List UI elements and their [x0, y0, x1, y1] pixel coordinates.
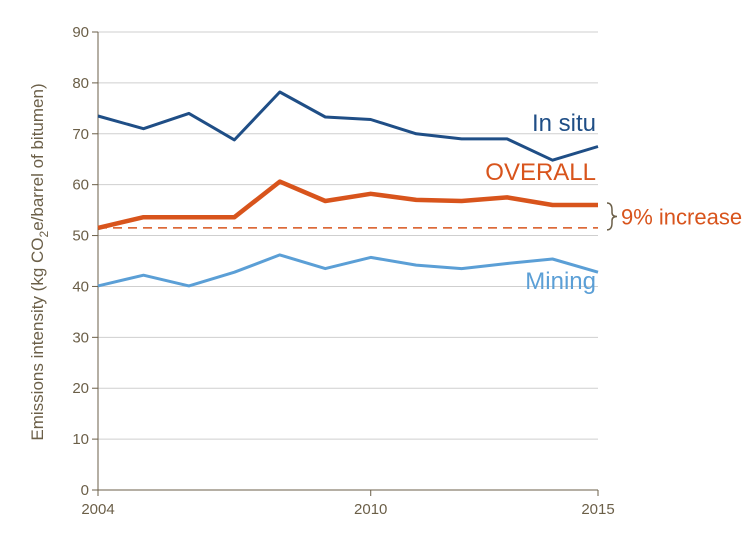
- series-label-overall: OVERALL: [485, 159, 596, 186]
- y-tick-label: 0: [81, 482, 89, 499]
- series-lines: [97, 90, 599, 288]
- series-labels: In situ OVERALL Mining: [485, 110, 596, 295]
- y-axis-label-main: Emissions intensity (kg CO: [28, 237, 47, 440]
- y-tick-label: 50: [72, 228, 89, 245]
- series-label-in-situ: In situ: [532, 110, 596, 137]
- x-tick-label: 2015: [581, 501, 614, 518]
- y-tick-label: 40: [72, 278, 89, 295]
- x-tick-label: 2010: [354, 501, 387, 518]
- series-line-overall: [97, 179, 598, 231]
- y-axis-label: Emissions intensity (kg CO2e/barrel of b…: [28, 83, 51, 440]
- series-line-mining: [97, 253, 599, 288]
- y-tick-labels: 0 10 20 30 40 50 60 70 80 90: [72, 24, 98, 499]
- x-tick-label: 2004: [81, 501, 114, 518]
- y-tick-label: 60: [72, 177, 89, 194]
- y-tick-label: 30: [72, 329, 89, 346]
- y-axis-label-rest: e/barrel of bitumen): [28, 83, 47, 230]
- series-label-mining: Mining: [525, 268, 596, 295]
- brace-icon: [606, 202, 618, 231]
- gridlines: [98, 31, 598, 440]
- y-tick-label: 20: [72, 380, 89, 397]
- increase-label: 9% increase: [621, 204, 742, 229]
- y-tick-label: 70: [72, 126, 89, 143]
- y-axis-label-subscript: 2: [37, 230, 51, 237]
- increase-annotation: 9% increase: [606, 202, 742, 231]
- y-tick-label: 80: [72, 75, 89, 92]
- series-line-in-situ: [97, 90, 599, 162]
- y-tick-label: 10: [72, 431, 89, 448]
- x-tick-labels: 2004 2010 2015: [81, 490, 615, 518]
- y-tick-label: 90: [72, 24, 89, 41]
